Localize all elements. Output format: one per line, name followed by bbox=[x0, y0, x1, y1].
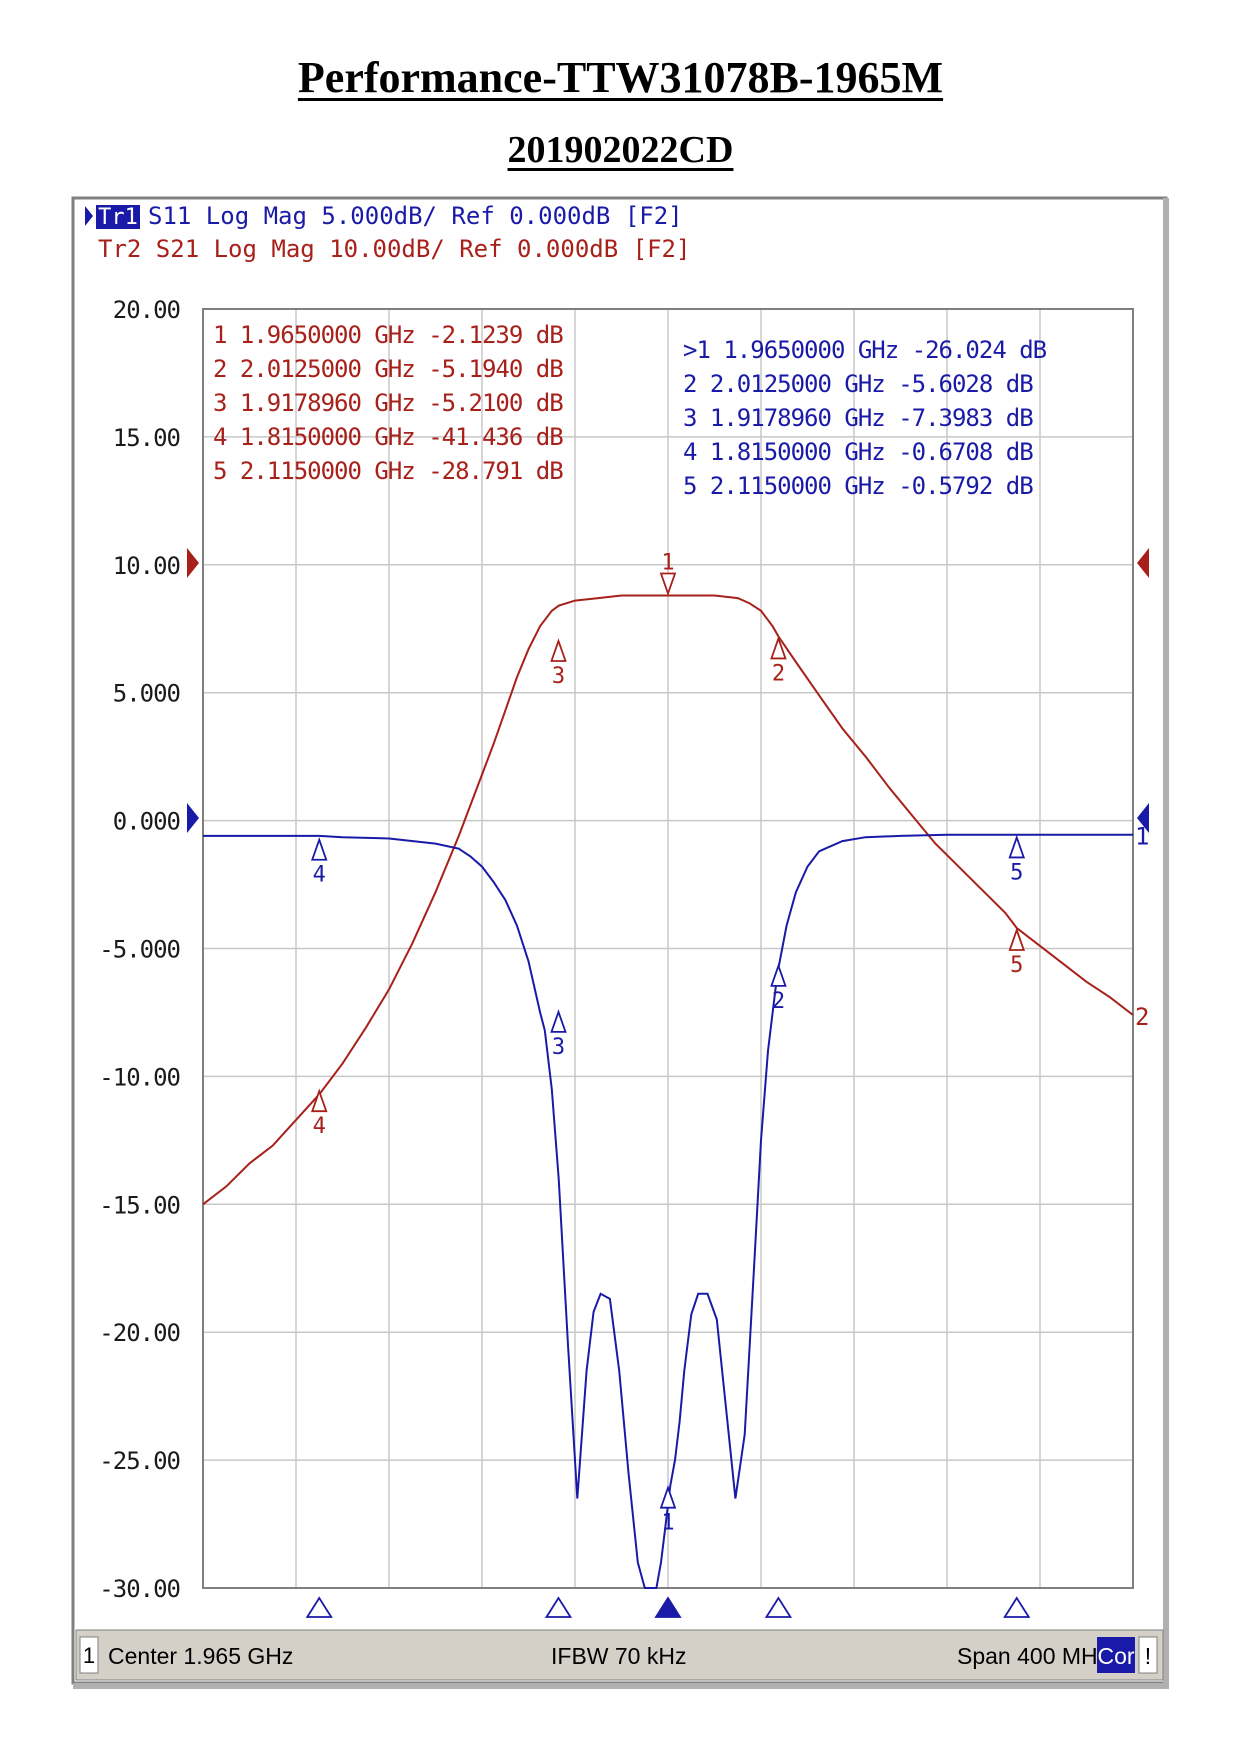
marker-table-row: 5 2.1150000 GHz -0.5792 dB bbox=[683, 472, 1033, 500]
marker-table-row: 5 2.1150000 GHz -28.791 dB bbox=[213, 457, 563, 485]
y-tick-label: 5.000 bbox=[113, 680, 180, 708]
frequency-marker-icon bbox=[654, 1596, 682, 1618]
marker-triangle bbox=[550, 638, 567, 662]
marker-table-row: 4 1.8150000 GHz -41.436 dB bbox=[213, 423, 563, 451]
marker-triangle bbox=[659, 1484, 677, 1509]
marker-number-label: 3 bbox=[552, 1035, 565, 1060]
correction-badge[interactable] bbox=[1097, 1637, 1135, 1673]
marker-table-row: 1 1.9650000 GHz -2.1239 dB bbox=[213, 321, 563, 349]
y-tick-label: 20.00 bbox=[113, 296, 180, 324]
y-tick-label: -15.00 bbox=[99, 1191, 180, 1219]
s21-ref-arrow-left-icon bbox=[187, 548, 199, 578]
marker-table-row: >1 1.9650000 GHz -26.024 dB bbox=[683, 336, 1047, 364]
marker-triangle bbox=[1008, 927, 1026, 951]
marker-triangle bbox=[770, 963, 787, 987]
y-tick-label: -25.00 bbox=[99, 1447, 180, 1475]
s21-trace-line bbox=[202, 594, 1134, 1206]
active-trace-arrow-icon bbox=[85, 206, 93, 226]
document-title: Performance-TTW31078B-1965M bbox=[297, 53, 944, 102]
frequency-marker-icon bbox=[305, 1596, 333, 1618]
marker-table-row: 3 1.9178960 GHz -7.3983 dB bbox=[683, 404, 1033, 432]
tr1-badge[interactable] bbox=[96, 205, 140, 229]
s11-marker-table: >1 1.9650000 GHz -26.024 dB 2 2.0125000 … bbox=[683, 336, 1048, 500]
window-shadow-right bbox=[1163, 198, 1169, 1686]
plot-grid bbox=[203, 308, 1133, 1589]
y-tick-label: 0.000 bbox=[113, 808, 180, 836]
trace-end-label: 2 bbox=[1135, 1003, 1149, 1031]
document-subtitle: 201902022CD bbox=[507, 129, 734, 171]
ifbw-setting[interactable]: IFBW 70 kHz bbox=[551, 1643, 686, 1669]
marker-triangle bbox=[310, 1088, 328, 1113]
marker-number-label: 4 bbox=[313, 1114, 326, 1139]
s21-marker-table: 1 1.9650000 GHz -2.1239 dB 2 2.0125000 GH… bbox=[213, 321, 564, 485]
analyzer-window-frame bbox=[71, 196, 1168, 1685]
trace-markers: 2 1 1 1 2 2 3 3 4 4 5 5 bbox=[310, 550, 1149, 1536]
tr2-description: Tr2 S21 Log Mag 10.00dB/ Ref 0.000dB [F2… bbox=[98, 235, 690, 263]
y-tick-label: -5.000 bbox=[99, 936, 180, 964]
warning-indicator: ! bbox=[1145, 1643, 1151, 1669]
plot-border bbox=[202, 308, 1134, 1589]
marker-number-label: 3 bbox=[552, 664, 565, 689]
channel-box[interactable] bbox=[79, 1636, 99, 1674]
marker-triangle bbox=[310, 837, 328, 861]
span-setting[interactable]: Span 400 MHz bbox=[957, 1643, 1109, 1669]
frequency-marker-icon bbox=[544, 1596, 573, 1618]
marker-table-row: 2 2.0125000 GHz -5.1940 dB bbox=[213, 355, 563, 383]
tr1-badge-label: Tr1 bbox=[98, 205, 138, 230]
y-tick-label: -30.00 bbox=[99, 1575, 180, 1603]
s11-ref-arrow-right-icon bbox=[1137, 803, 1149, 833]
channel-number: 1 bbox=[83, 1643, 95, 1668]
marker-number-label: 1 bbox=[661, 1511, 674, 1536]
marker-number-label: 1 bbox=[661, 550, 674, 575]
marker-number-label: 4 bbox=[313, 863, 326, 888]
warning-box[interactable] bbox=[1138, 1636, 1158, 1674]
marker-number-label: 5 bbox=[1010, 860, 1023, 885]
y-tick-label: 10.00 bbox=[113, 552, 180, 580]
marker-number-label: 2 bbox=[772, 661, 785, 686]
trace-end-label: 1 bbox=[1135, 823, 1149, 851]
y-tick-label: -20.00 bbox=[99, 1319, 180, 1347]
frequency-marker-icon bbox=[1003, 1596, 1031, 1618]
marker-table-row: 4 1.8150000 GHz -0.6708 dB bbox=[683, 438, 1033, 466]
marker-triangle bbox=[1008, 834, 1026, 859]
s11-trace-line bbox=[203, 833, 1133, 1589]
marker-triangle bbox=[770, 635, 787, 660]
frequency-marker-icon bbox=[764, 1596, 793, 1618]
s21-ref-arrow-right-icon bbox=[1137, 548, 1149, 578]
s11-ref-arrow-left-icon bbox=[187, 803, 199, 833]
y-tick-label: 15.00 bbox=[113, 424, 180, 452]
marker-table-row: 3 1.9178960 GHz -5.2100 dB bbox=[213, 389, 563, 417]
tr1-description: S11 Log Mag 5.000dB/ Ref 0.000dB [F2] bbox=[148, 202, 683, 230]
marker-table-row: 2 2.0125000 GHz -5.6028 dB bbox=[683, 370, 1033, 398]
window-shadow-bottom bbox=[73, 1683, 1169, 1689]
marker-number-label: 2 bbox=[772, 989, 785, 1014]
frequency-marker-indicators bbox=[305, 1596, 1031, 1618]
y-tick-label: -10.00 bbox=[99, 1063, 180, 1091]
y-axis-tick-labels: 20.00 15.00 10.00 5.000 0.000 -5.000 -10.00 -15… bbox=[99, 296, 181, 1603]
status-bar bbox=[75, 1629, 1164, 1681]
marker-triangle bbox=[659, 572, 677, 597]
marker-number-label: 5 bbox=[1010, 953, 1023, 978]
marker-triangle bbox=[550, 1009, 567, 1033]
correction-label: Cor bbox=[1097, 1643, 1134, 1669]
center-frequency[interactable]: Center 1.965 GHz bbox=[108, 1643, 293, 1669]
